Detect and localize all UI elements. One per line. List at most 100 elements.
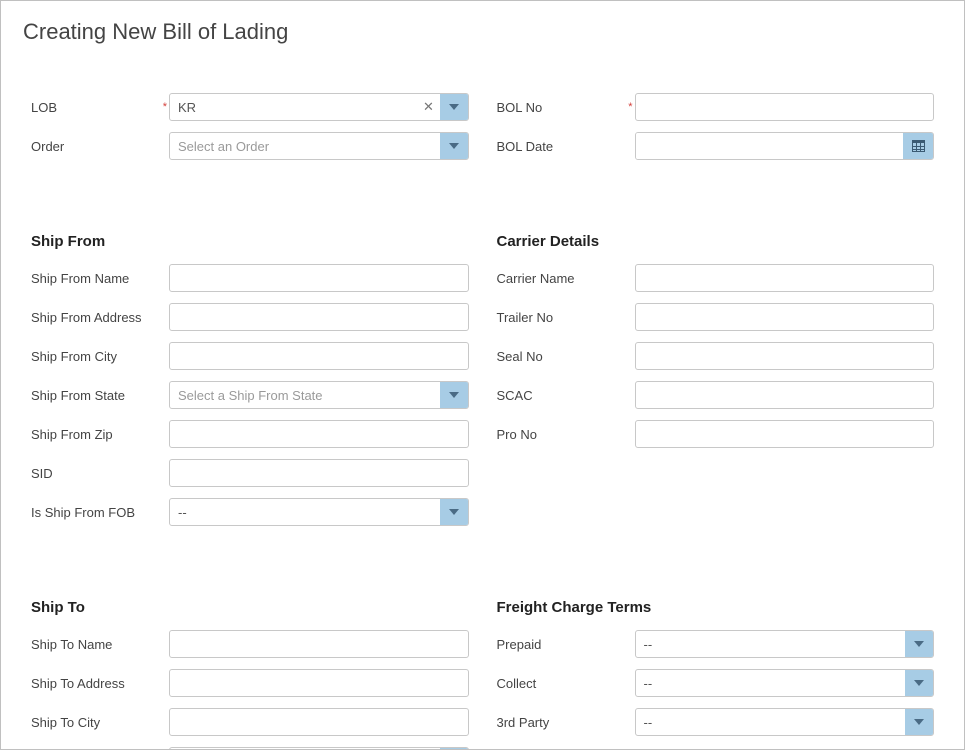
field-ship-to-address: Ship To Address [31, 669, 469, 697]
lob-clear-icon[interactable]: ✕ [418, 94, 440, 120]
scac-input[interactable] [635, 381, 935, 409]
field-carrier-name: Carrier Name [497, 264, 935, 292]
field-scac: SCAC [497, 381, 935, 409]
left-column: LOB * KR ✕ Order Select an Order [31, 93, 469, 750]
pro-no-input[interactable] [635, 420, 935, 448]
right-column: BOL No * BOL Date Carrier Details [497, 93, 935, 750]
ship-to-name-label: Ship To Name [31, 637, 161, 652]
ship-from-zip-label: Ship From Zip [31, 427, 161, 442]
bol-date-input[interactable] [636, 133, 904, 159]
field-ship-to-name: Ship To Name [31, 630, 469, 658]
order-combobox[interactable]: Select an Order [169, 132, 469, 160]
ship-from-fob-value: -- [170, 499, 440, 525]
ship-from-fob-combobox[interactable]: -- [169, 498, 469, 526]
bol-no-label: BOL No [497, 100, 627, 115]
ship-from-city-label: Ship From City [31, 349, 161, 364]
pro-no-label: Pro No [497, 427, 627, 442]
field-ship-from-address: Ship From Address [31, 303, 469, 331]
lob-value: KR [170, 94, 418, 120]
field-ship-from-fob: Is Ship From FOB -- [31, 498, 469, 526]
field-bol-date: BOL Date [497, 132, 935, 160]
third-party-trigger[interactable] [905, 709, 933, 735]
collect-combobox[interactable]: -- [635, 669, 935, 697]
field-pro-no: Pro No [497, 420, 935, 448]
ship-to-city-label: Ship To City [31, 715, 161, 730]
freight-terms-heading: Freight Charge Terms [497, 599, 935, 616]
prepaid-label: Prepaid [497, 637, 627, 652]
field-order: Order Select an Order [31, 132, 469, 160]
carrier-name-label: Carrier Name [497, 271, 627, 286]
lob-label: LOB [31, 100, 161, 115]
page-title: Creating New Bill of Lading [23, 19, 934, 45]
ship-from-city-input[interactable] [169, 342, 469, 370]
prepaid-trigger[interactable] [905, 631, 933, 657]
collect-trigger[interactable] [905, 670, 933, 696]
calendar-icon [912, 140, 925, 152]
ship-from-state-placeholder: Select a Ship From State [170, 382, 440, 408]
required-mark: * [627, 101, 635, 113]
ship-from-fob-trigger[interactable] [440, 499, 468, 525]
ship-to-heading: Ship To [31, 599, 469, 616]
order-placeholder: Select an Order [170, 133, 440, 159]
chevron-down-icon [449, 104, 459, 110]
chevron-down-icon [449, 509, 459, 515]
field-ship-from-name: Ship From Name [31, 264, 469, 292]
ship-from-address-input[interactable] [169, 303, 469, 331]
ship-from-fob-label: Is Ship From FOB [31, 505, 161, 520]
field-seal-no: Seal No [497, 342, 935, 370]
ship-to-city-input[interactable] [169, 708, 469, 736]
prepaid-value: -- [636, 631, 906, 657]
bol-no-input[interactable] [635, 93, 935, 121]
scac-label: SCAC [497, 388, 627, 403]
bol-date-picker[interactable] [635, 132, 935, 160]
field-ship-to-city: Ship To City [31, 708, 469, 736]
ship-from-address-label: Ship From Address [31, 310, 161, 325]
seal-no-label: Seal No [497, 349, 627, 364]
order-dropdown-trigger[interactable] [440, 133, 468, 159]
ship-to-address-label: Ship To Address [31, 676, 161, 691]
carrier-name-input[interactable] [635, 264, 935, 292]
ship-to-address-input[interactable] [169, 669, 469, 697]
chevron-down-icon [914, 641, 924, 647]
ship-from-state-trigger[interactable] [440, 382, 468, 408]
trailer-no-label: Trailer No [497, 310, 627, 325]
ship-from-state-combobox[interactable]: Select a Ship From State [169, 381, 469, 409]
lob-dropdown-trigger[interactable] [440, 94, 468, 120]
field-trailer-no: Trailer No [497, 303, 935, 331]
chevron-down-icon [914, 719, 924, 725]
field-collect: Collect -- [497, 669, 935, 697]
form-columns: LOB * KR ✕ Order Select an Order [31, 93, 934, 750]
collect-value: -- [636, 670, 906, 696]
ship-to-name-input[interactable] [169, 630, 469, 658]
ship-from-name-input[interactable] [169, 264, 469, 292]
prepaid-combobox[interactable]: -- [635, 630, 935, 658]
bol-date-label: BOL Date [497, 139, 627, 154]
sid-input[interactable] [169, 459, 469, 487]
third-party-label: 3rd Party [497, 715, 627, 730]
bol-form-panel: Creating New Bill of Lading LOB * KR ✕ O… [0, 0, 965, 750]
ship-from-heading: Ship From [31, 233, 469, 250]
chevron-down-icon [449, 392, 459, 398]
field-prepaid: Prepaid -- [497, 630, 935, 658]
field-ship-from-city: Ship From City [31, 342, 469, 370]
chevron-down-icon [914, 680, 924, 686]
collect-label: Collect [497, 676, 627, 691]
field-sid: SID [31, 459, 469, 487]
field-ship-from-state: Ship From State Select a Ship From State [31, 381, 469, 409]
ship-from-zip-input[interactable] [169, 420, 469, 448]
field-ship-from-zip: Ship From Zip [31, 420, 469, 448]
order-label: Order [31, 139, 161, 154]
seal-no-input[interactable] [635, 342, 935, 370]
trailer-no-input[interactable] [635, 303, 935, 331]
third-party-value: -- [636, 709, 906, 735]
chevron-down-icon [449, 143, 459, 149]
bol-date-calendar-button[interactable] [903, 133, 933, 159]
field-bol-no: BOL No * [497, 93, 935, 121]
field-lob: LOB * KR ✕ [31, 93, 469, 121]
lob-combobox[interactable]: KR ✕ [169, 93, 469, 121]
ship-from-state-label: Ship From State [31, 388, 161, 403]
field-third-party: 3rd Party -- [497, 708, 935, 736]
sid-label: SID [31, 466, 161, 481]
required-mark: * [161, 101, 169, 113]
third-party-combobox[interactable]: -- [635, 708, 935, 736]
